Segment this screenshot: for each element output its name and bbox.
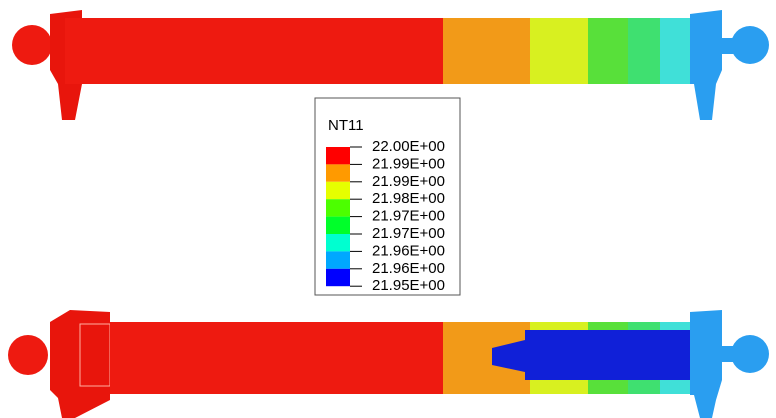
legend-label: 21.97E+00 — [372, 208, 445, 225]
legend-swatch — [326, 182, 350, 199]
rod-bottom — [8, 310, 769, 418]
legend-label: 21.96E+00 — [372, 242, 445, 259]
contour-view: NT11 22.00E+0021.99E+0021.99E+0021.98E+0… — [0, 0, 776, 418]
legend-label: 21.96E+00 — [372, 260, 445, 277]
tube-yellow — [530, 18, 588, 84]
legend-label: 21.95E+00 — [372, 277, 445, 294]
tube-red — [65, 18, 443, 84]
legend: NT11 22.00E+0021.99E+0021.99E+0021.98E+0… — [315, 98, 460, 295]
ball-right — [731, 26, 769, 64]
legend-swatch — [326, 251, 350, 268]
flange-right — [690, 10, 722, 120]
ball-left — [8, 335, 48, 375]
legend-title: NT11 — [328, 117, 364, 134]
tube-green2 — [628, 18, 660, 84]
legend-swatch — [326, 164, 350, 181]
legend-label: 22.00E+00 — [372, 138, 445, 155]
legend-label: 21.99E+00 — [372, 173, 445, 190]
legend-label: 21.99E+00 — [372, 155, 445, 172]
legend-swatch — [326, 217, 350, 234]
legend-swatch — [326, 147, 350, 164]
legend-swatch — [326, 234, 350, 251]
ball-left — [12, 25, 52, 65]
legend-swatch — [326, 199, 350, 216]
tube-red — [110, 322, 443, 394]
legend-items: 22.00E+0021.99E+0021.99E+0021.98E+0021.9… — [326, 138, 445, 294]
ball-right — [731, 335, 769, 373]
legend-label: 21.97E+00 — [372, 225, 445, 242]
legend-swatch — [326, 269, 350, 286]
tube-orange — [443, 18, 530, 84]
flange-right — [690, 310, 722, 418]
page: NT11 22.00E+0021.99E+0021.99E+0021.98E+0… — [0, 0, 776, 418]
tube-cyan — [660, 18, 690, 84]
legend-label: 21.98E+00 — [372, 190, 445, 207]
tube-green — [588, 18, 628, 84]
